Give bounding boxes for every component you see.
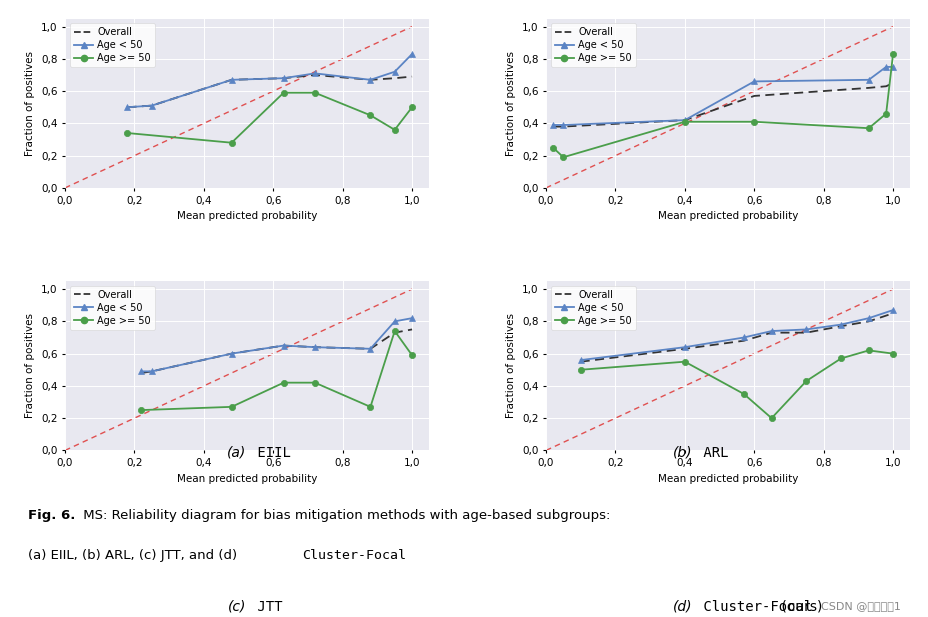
Text: (a): (a) (226, 445, 246, 460)
Text: CSDN @小杨小杨1: CSDN @小杨小杨1 (820, 601, 900, 611)
Text: (ours): (ours) (776, 600, 821, 614)
Y-axis label: Fraction of positives: Fraction of positives (506, 51, 516, 155)
Y-axis label: Fraction of positives: Fraction of positives (25, 313, 35, 418)
Y-axis label: Fraction of positives: Fraction of positives (506, 313, 516, 418)
Text: (b): (b) (672, 445, 691, 460)
Y-axis label: Fraction of positives: Fraction of positives (25, 51, 35, 155)
Text: ARL: ARL (694, 445, 728, 460)
Text: .: . (391, 549, 394, 562)
Text: Cluster-Focal: Cluster-Focal (302, 549, 406, 562)
Text: Fig. 6.: Fig. 6. (28, 509, 75, 522)
X-axis label: Mean predicted probability: Mean predicted probability (177, 211, 317, 221)
Text: MS: Reliability diagram for bias mitigation methods with age-based subgroups:: MS: Reliability diagram for bias mitigat… (79, 509, 610, 522)
Text: (a) EIIL, (b) ARL, (c) JTT, and (d): (a) EIIL, (b) ARL, (c) JTT, and (d) (28, 549, 241, 562)
Legend: Overall, Age < 50, Age >= 50: Overall, Age < 50, Age >= 50 (550, 23, 635, 67)
X-axis label: Mean predicted probability: Mean predicted probability (657, 211, 797, 221)
Text: JTT: JTT (249, 600, 282, 614)
Legend: Overall, Age < 50, Age >= 50: Overall, Age < 50, Age >= 50 (70, 286, 154, 329)
Text: EIIL: EIIL (249, 445, 290, 460)
Text: Cluster-Focal: Cluster-Focal (694, 600, 811, 614)
Legend: Overall, Age < 50, Age >= 50: Overall, Age < 50, Age >= 50 (550, 286, 635, 329)
X-axis label: Mean predicted probability: Mean predicted probability (177, 474, 317, 484)
Text: (d): (d) (672, 600, 691, 614)
X-axis label: Mean predicted probability: Mean predicted probability (657, 474, 797, 484)
Text: (c): (c) (227, 600, 246, 614)
Legend: Overall, Age < 50, Age >= 50: Overall, Age < 50, Age >= 50 (70, 23, 154, 67)
